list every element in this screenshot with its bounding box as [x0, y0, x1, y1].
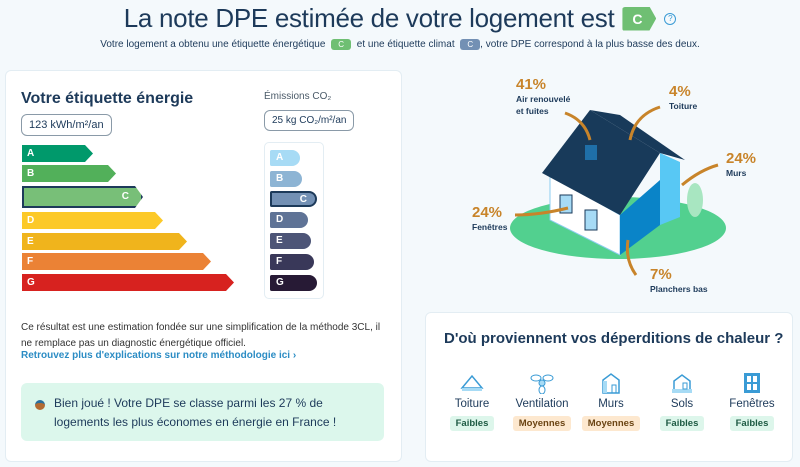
energy-title: Votre étiquette énergie [21, 90, 194, 107]
energy-value: 123 kWh/m²/an [21, 114, 112, 136]
methodology-link[interactable]: Retrouvez plus d'explications sur notre … [21, 350, 297, 361]
climate-value: 25 kg CO₂/m²/an [264, 110, 355, 131]
loss-toiture: 4% Toiture [669, 83, 698, 111]
loss-planchers: 7% Planchers bas [650, 266, 708, 294]
source-name: Fenêtres [729, 398, 775, 410]
window-icon [712, 372, 792, 394]
subtitle: Votre logement a obtenu une étiquette én… [0, 39, 800, 50]
subtitle-text: Votre logement a obtenu une étiquette én… [100, 39, 326, 51]
energy-grade-badge: C [331, 39, 351, 50]
source-item-toiture: Toiture Faibles [432, 372, 512, 431]
medal-icon [35, 400, 45, 410]
source-name: Sols [670, 398, 694, 410]
question-circle-icon[interactable]: ? [664, 12, 677, 25]
loss-arrows [514, 105, 719, 276]
heat-loss-sources-card [425, 312, 793, 462]
source-item-murs: Murs Moyennes [571, 372, 651, 431]
energy-bar-g: G [22, 274, 234, 291]
loss-murs: 24% Murs [726, 150, 757, 178]
level-badge: Faibles [659, 416, 705, 431]
energy-bar-a: A [22, 145, 93, 162]
level-badge: Moyennes [581, 416, 641, 431]
tree [687, 183, 703, 217]
chimney [585, 145, 597, 160]
source-item-sols: Sols Faibles [642, 372, 722, 431]
dpe-grade-badge: C [622, 6, 657, 31]
disclaimer: Ce résultat est une estimation fondée su… [21, 322, 381, 349]
wall-house-icon [571, 372, 651, 394]
loss-air: 41% Air renouvelé et fuites [516, 76, 571, 116]
fan-icon [502, 372, 582, 394]
climate-scale [264, 142, 324, 299]
energy-bar-e: E [22, 233, 187, 250]
energy-bar-b: B [22, 165, 116, 182]
climate-title: Émissions CO₂ [264, 91, 332, 102]
title-text: La note DPE estimée de votre logement es… [123, 3, 615, 33]
level-badge: Faibles [729, 416, 775, 431]
loss-fenetres: 24% Fenêtres [472, 204, 508, 232]
subtitle-text: , votre DPE correspond à la plus basse d… [480, 39, 700, 51]
climate-bar-g: G [270, 275, 317, 291]
floor-house-icon [642, 372, 722, 394]
climate-bar-b: B [270, 171, 302, 187]
page-title: La note DPE estimée de votre logement es… [0, 3, 800, 34]
window [584, 209, 598, 231]
climate-grade-badge: C [460, 39, 481, 50]
sources-title: D'où proviennent vos déperditions de cha… [444, 330, 784, 347]
energy-bar-d: D [22, 212, 163, 229]
level-badge: Faibles [449, 416, 495, 431]
energy-bar-f: F [22, 253, 211, 270]
climate-bar-d: D [270, 212, 308, 228]
congrats-text: Bien joué ! Votre DPE se classe parmi le… [54, 396, 337, 429]
house-cutaway [620, 180, 660, 255]
climate-bar-e: E [270, 233, 311, 249]
climate-bar-a: A [270, 150, 300, 166]
house-illustration [510, 105, 726, 276]
level-badge: Moyennes [512, 416, 572, 431]
house-side-wall [660, 153, 680, 225]
source-item-ventilation: Ventilation Moyennes [502, 372, 582, 431]
source-item-fenêtres: Fenêtres Faibles [712, 372, 792, 431]
energy-bar-c: C [22, 186, 143, 208]
source-name: Murs [598, 398, 624, 410]
congrats-box: Bien joué ! Votre DPE se classe parmi le… [21, 383, 384, 441]
climate-bar-f: F [270, 254, 314, 270]
source-name: Toiture [454, 398, 490, 410]
roof-back [590, 110, 685, 160]
roof-icon [432, 372, 512, 394]
subtitle-text: et une étiquette climat [356, 39, 455, 51]
climate-bar-c: C [270, 191, 317, 207]
source-name: Ventilation [515, 398, 569, 410]
